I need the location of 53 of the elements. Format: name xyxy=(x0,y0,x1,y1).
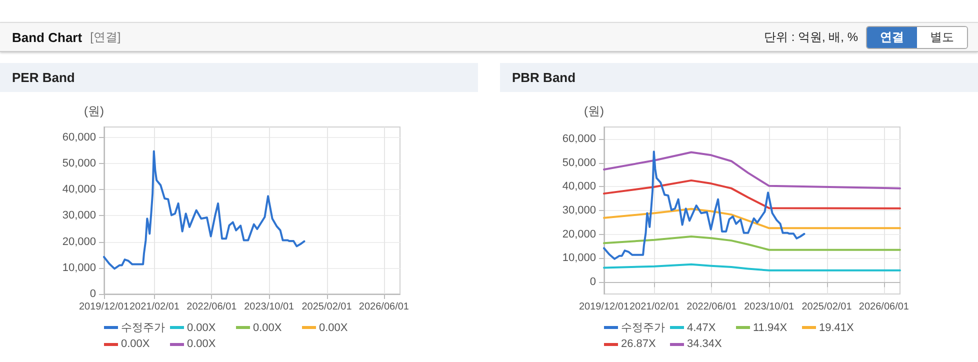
y-tick-label: 0 xyxy=(590,276,596,288)
x-tick-label: 2023/10/01 xyxy=(244,302,295,312)
x-tick-label: 2025/02/01 xyxy=(302,302,352,312)
y-tick-label: 20,000 xyxy=(562,228,596,240)
x-tick-label: 2021/02/01 xyxy=(629,302,680,312)
x-tick-label: 2025/02/01 xyxy=(802,302,852,312)
y-tick-label: 0 xyxy=(90,288,96,300)
x-tick-label: 2022/06/01 xyxy=(186,302,238,312)
legend-label: 0.00X xyxy=(121,338,150,350)
line-series xyxy=(603,208,901,230)
y-axis-title: (원) xyxy=(84,104,104,118)
y-tick-label: 20,000 xyxy=(62,236,96,248)
chart-title: PER Band xyxy=(0,63,478,92)
y-tick-label: 50,000 xyxy=(62,158,96,170)
line-series xyxy=(603,179,901,210)
line-series xyxy=(103,150,306,270)
legend-label: 26.87X xyxy=(621,338,656,350)
text: [연결] xyxy=(90,28,121,46)
legend-label: 34.34X xyxy=(687,338,722,350)
x-tick-label: 2026/06/01 xyxy=(858,302,910,312)
y-tick-label: 30,000 xyxy=(62,210,96,222)
x-tick-label: 2019/12/01 xyxy=(78,302,130,312)
x-tick-label: 2026/06/01 xyxy=(358,302,410,312)
y-tick-label: 50,000 xyxy=(562,156,596,169)
text: Band Chart xyxy=(12,30,82,44)
legend-label: 수정주가 xyxy=(621,321,665,335)
legend-label: 0.00X xyxy=(187,322,216,334)
text: 별도 xyxy=(917,26,967,48)
text: 단위 : 억원, 배, % xyxy=(764,28,858,46)
legend-label: 0.00X xyxy=(187,338,216,350)
x-tick-label: 2021/02/01 xyxy=(129,302,180,312)
legend-label: 0.00X xyxy=(253,322,282,334)
legend-label: 0.00X xyxy=(319,322,348,334)
text: 연결 xyxy=(867,26,917,48)
legend-label: 4.47X xyxy=(687,322,716,334)
x-tick-label: 2019/12/01 xyxy=(578,302,630,312)
chart-title: PBR Band xyxy=(500,63,978,92)
line-series xyxy=(603,150,806,260)
y-tick-label: 40,000 xyxy=(562,180,596,193)
legend-label: 수정주가 xyxy=(121,321,165,335)
y-tick-label: 60,000 xyxy=(62,131,96,144)
line-series xyxy=(603,236,901,251)
y-tick-label: 10,000 xyxy=(562,252,596,264)
y-tick-label: 40,000 xyxy=(62,184,96,196)
y-tick-label: 30,000 xyxy=(562,204,596,216)
x-tick-label: 2022/06/01 xyxy=(686,302,738,312)
y-axis-title: (원) xyxy=(584,104,604,118)
y-tick-label: 60,000 xyxy=(562,132,596,145)
y-tick-label: 10,000 xyxy=(62,262,96,274)
legend-label: 19.41X xyxy=(819,322,854,334)
line-series xyxy=(603,151,901,190)
x-tick-label: 2023/10/01 xyxy=(744,302,795,312)
legend-label: 11.94X xyxy=(753,322,788,334)
